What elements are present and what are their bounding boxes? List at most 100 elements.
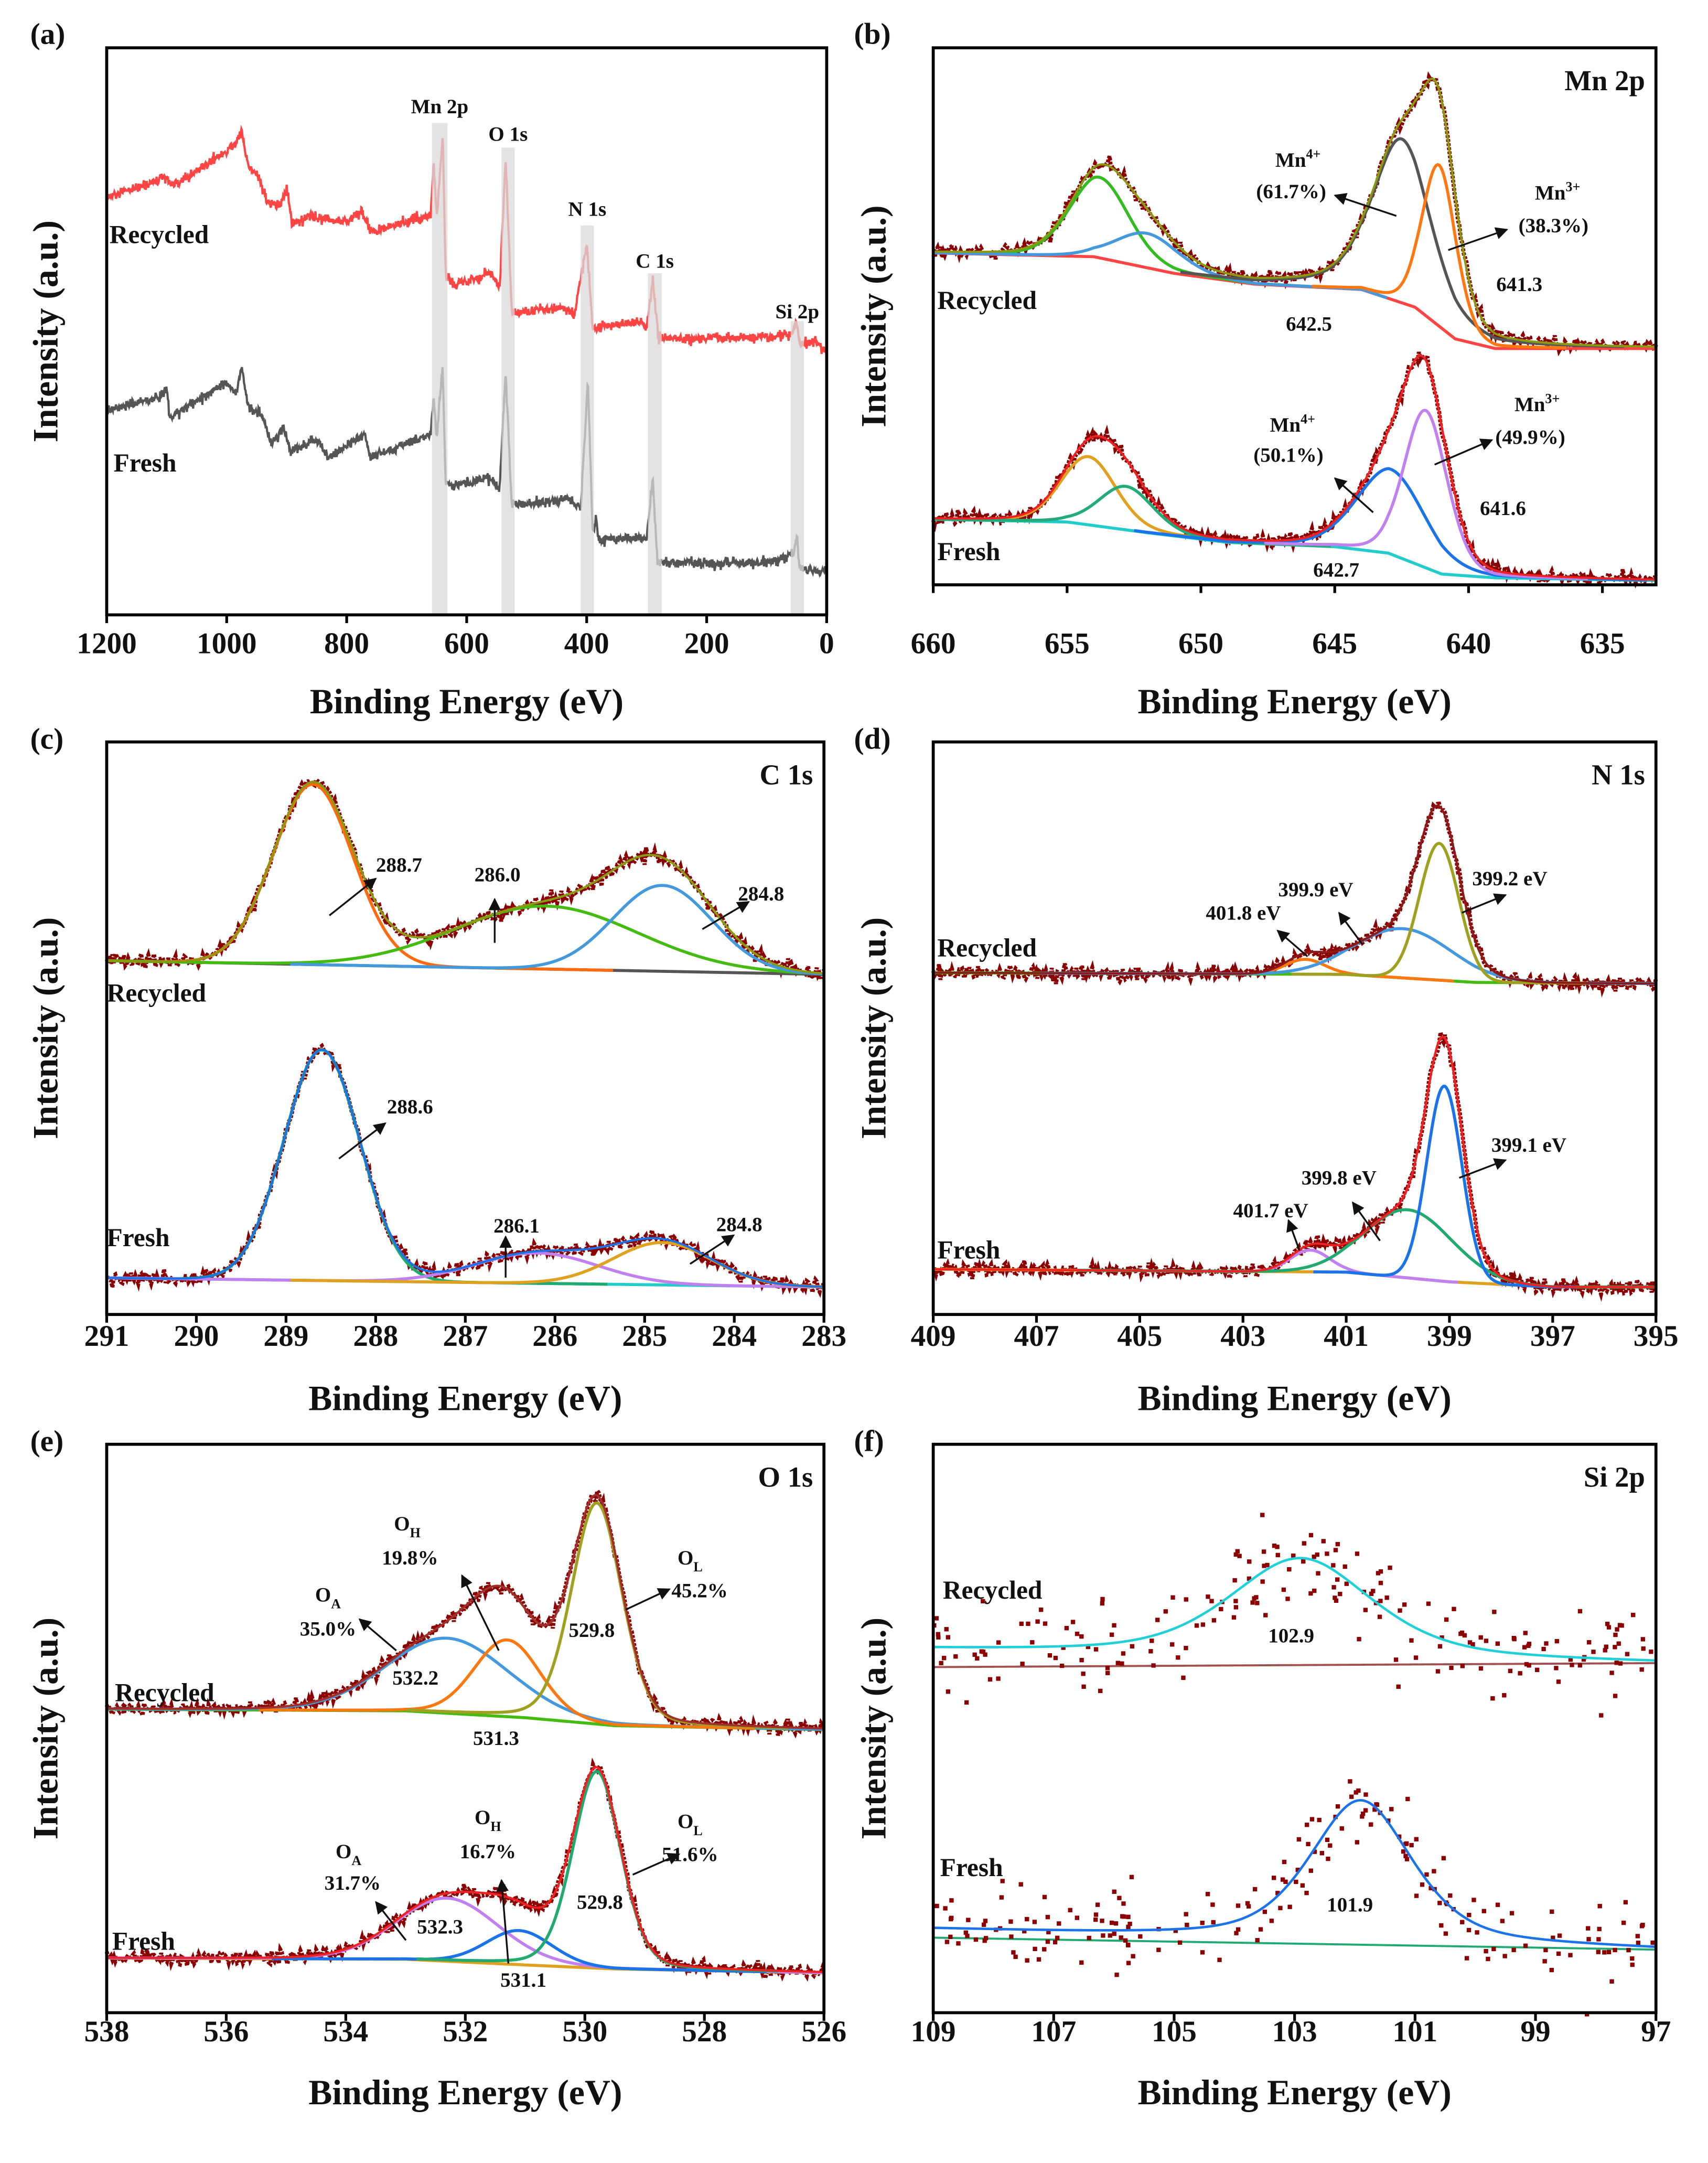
data-point [1543,1947,1548,1953]
annotation-text: 642.5 [1286,313,1332,335]
data-point [1114,1973,1119,1977]
annotation: 532.2 [392,1667,438,1689]
data-point [1581,1657,1586,1662]
data-point [1356,1788,1361,1793]
data-point [1618,1661,1623,1666]
x-axis-title: Binding Energy (eV) [1138,1379,1452,1418]
data-point [1026,1621,1030,1626]
data-point [1258,1927,1263,1932]
data-point [1509,1911,1514,1915]
data-point [1312,1588,1317,1593]
data-point [1275,1545,1280,1549]
data-point [1603,1648,1607,1653]
annotation-arrow [625,1588,671,1611]
data-point [1312,1555,1316,1559]
data-point [1079,1634,1084,1639]
data-point [1109,1632,1114,1637]
annotation-text: O [336,1840,351,1863]
annotation-text: 286.1 [493,1215,540,1237]
annotation-subscript: A [351,1853,361,1868]
data-point [1278,1905,1283,1911]
data-point [1184,1912,1188,1916]
band-label: C 1s [636,250,674,273]
data-point [1478,1635,1483,1640]
annotation-text: 19.8% [382,1547,438,1569]
annotation-text: 284.8 [738,883,784,905]
data-point [1557,1933,1562,1938]
data-point [943,1906,948,1911]
data-fresh [106,1042,826,1298]
annotation-subscript: A [331,1596,341,1611]
data-point [1448,1893,1453,1898]
data-point [1495,1641,1500,1646]
annotation-text: 641.6 [1480,497,1526,520]
annotation-arrow [461,1574,500,1651]
data-point [982,1939,987,1943]
data-point [1291,1553,1296,1558]
panel-e: 538 536 534 532 530 528 526 Binding Energy (eV)… [26,1425,846,2112]
x-tick-label: 403 [1220,1320,1265,1353]
data-point [1185,1922,1189,1928]
data-point [1057,1921,1061,1926]
panel-label: (c) [30,723,64,756]
data-point [1360,1814,1365,1819]
x-tick-label: 407 [1014,1320,1059,1353]
annotation-arrow [496,1879,510,1964]
data-point [1100,1919,1104,1923]
envelope-fresh [933,354,1656,581]
data-point [1219,1607,1223,1612]
x-axis-title: Binding Energy (eV) [308,1379,622,1418]
data-point [1613,1947,1617,1953]
data-point [1523,1631,1528,1635]
data-point [1614,1661,1619,1665]
data-point [1275,1552,1280,1558]
series-label-fresh: Fresh [937,537,1000,566]
data-point [1441,1856,1446,1860]
annotation: 642.7 [1313,559,1359,581]
data-point [1081,1672,1086,1676]
data-point [939,1661,943,1666]
data-point [1130,1644,1135,1649]
data-point [1413,1655,1419,1660]
band-label: Si 2p [776,301,820,323]
data-point [1325,1551,1329,1556]
annotation-text: 401.7 eV [1233,1200,1308,1222]
data-point [1616,1641,1621,1646]
data-point [1115,1661,1120,1665]
y-axis-title: Intensity (a.u.) [854,205,893,427]
fit-fresh [933,1799,1656,1948]
data-point [1236,1927,1241,1932]
annotation-superscript: 4+ [1301,412,1315,427]
panel-c: 291 290 289 288 287 286 285 284 283 Binding Energ… [26,723,846,1418]
annotation: 401.8 eV [1206,902,1281,924]
data-point [1495,1902,1500,1907]
data-point [983,1652,987,1657]
y-axis-title: Intensity (a.u.) [854,917,893,1139]
data-point [1127,1921,1132,1926]
annotation-superscript: 4+ [1306,146,1321,162]
data-point [1022,1929,1027,1934]
data-point [966,1918,971,1922]
panel-label: (e) [30,1425,64,1458]
annotation-text: 35.0% [300,1618,356,1640]
data-point [1409,1638,1414,1643]
x-tick-label: 600 [444,627,489,660]
data-point [1502,1693,1507,1698]
envelope-recycled [106,1494,824,1730]
band-o-1s [501,147,515,615]
annotation-text: 31.7% [325,1872,381,1894]
baseline-fresh [933,1936,1656,1951]
data-point [1211,1920,1216,1925]
data-point [1549,1967,1554,1973]
data-point [1309,1817,1315,1822]
data-point [1554,1666,1559,1671]
y-axis-title: Intensity (a.u.) [26,917,66,1139]
envelope-fresh [106,1766,824,1974]
data-point [1151,1663,1156,1668]
data-point [1275,1891,1280,1896]
data-point [1613,1645,1617,1650]
data-point [1452,1607,1456,1611]
data-point [1231,1615,1237,1620]
data-point [1449,1665,1454,1671]
